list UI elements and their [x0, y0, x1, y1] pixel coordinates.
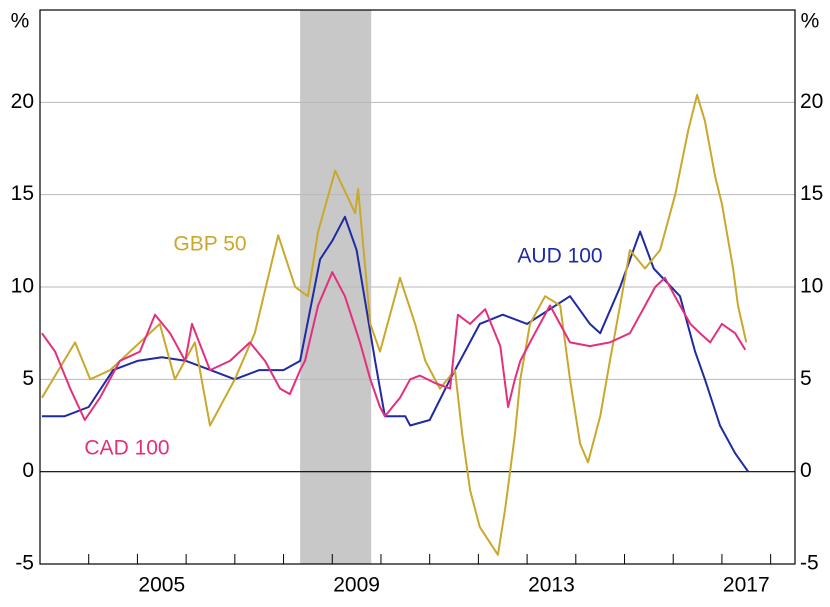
series-line — [41, 215, 750, 473]
series-line — [41, 93, 748, 556]
y-tick-label: 0 — [22, 459, 34, 482]
x-tick-label: 2009 — [333, 574, 380, 597]
y-tick-label: -5 — [15, 552, 34, 575]
x-tick-label: 2013 — [528, 574, 575, 597]
y-tick-label: 10 — [11, 275, 34, 298]
y-tick-label: 20 — [11, 90, 34, 113]
y2-tick-label: 20 — [800, 90, 823, 113]
y-tick-label: 5 — [22, 367, 34, 390]
y-tick-label: 15 — [11, 182, 34, 205]
series-label: AUD 100 — [517, 245, 602, 268]
y2-axis-label: % — [801, 10, 820, 33]
y2-tick-label: 15 — [800, 182, 823, 205]
y2-tick-label: 0 — [800, 459, 812, 482]
x-tick-label: 2017 — [723, 574, 770, 597]
series-label: CAD 100 — [84, 437, 169, 460]
series-label: GBP 50 — [173, 233, 246, 256]
series-line — [41, 271, 747, 421]
y-axis-label: % — [11, 10, 30, 33]
x-tick-label: 2005 — [138, 574, 185, 597]
y2-tick-label: -5 — [800, 552, 819, 575]
y2-tick-label: 10 — [800, 275, 823, 298]
plot-frame — [39, 9, 796, 565]
y2-tick-label: 5 — [800, 367, 812, 390]
